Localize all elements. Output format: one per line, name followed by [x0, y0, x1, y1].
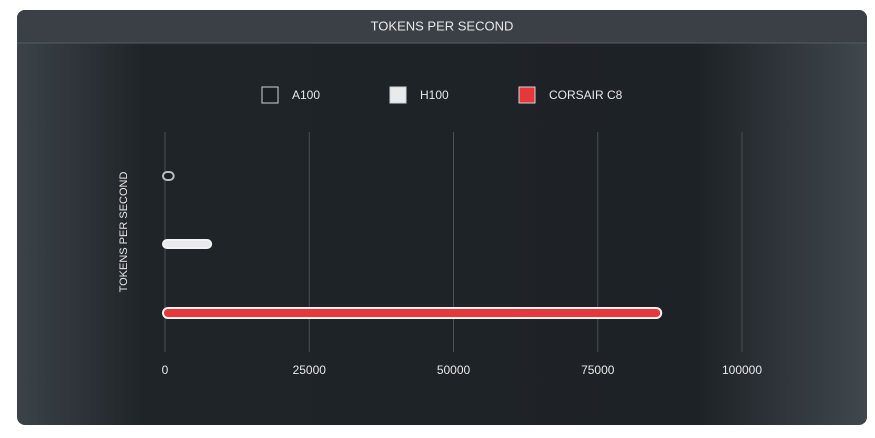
legend-label: CORSAIR C8	[549, 88, 623, 102]
legend-label: A100	[292, 88, 320, 102]
y-axis-label: TOKENS PER SECOND	[118, 172, 130, 293]
x-tick-label: 100000	[722, 363, 762, 377]
header	[17, 10, 867, 43]
chart-title: TOKENS PER SECOND	[371, 18, 514, 33]
bar	[162, 171, 175, 181]
x-tick-label: 0	[162, 363, 169, 377]
x-tick-label: 25000	[293, 363, 327, 377]
legend-swatch	[389, 86, 407, 104]
card	[17, 10, 867, 425]
legend-label: H100	[420, 88, 449, 102]
legend-swatch	[518, 86, 536, 104]
bar	[162, 239, 213, 249]
x-tick-label: 75000	[581, 363, 615, 377]
bar	[162, 307, 663, 319]
x-tick-label: 50000	[437, 363, 471, 377]
legend-swatch	[261, 86, 279, 104]
